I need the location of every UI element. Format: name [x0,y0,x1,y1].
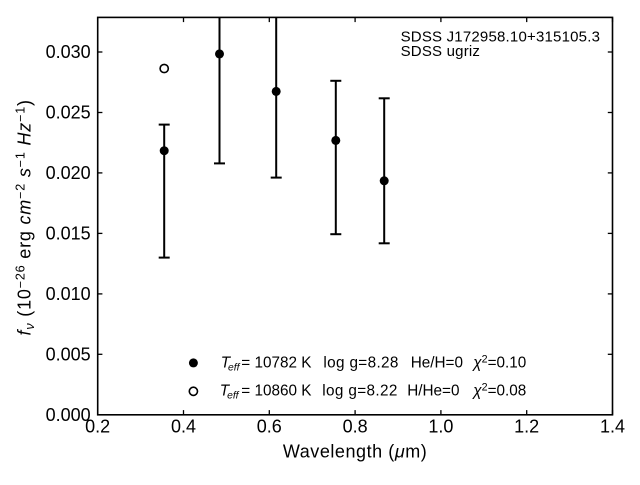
svg-text:T: T [221,354,232,371]
svg-text:= 10860 K: = 10860 K [241,383,312,400]
svg-text:He/H=0: He/H=0 [411,354,463,371]
svg-text:0.4: 0.4 [171,417,196,437]
svg-text:0.025: 0.025 [46,103,91,123]
svg-text:Wavelength (μm): Wavelength (μm) [283,442,428,462]
svg-text:0.2: 0.2 [85,417,110,437]
svg-text:log g=8.28: log g=8.28 [323,354,398,371]
svg-text:0.000: 0.000 [46,405,91,425]
svg-text:0.8: 0.8 [343,417,368,437]
svg-text:SDSS ugriz: SDSS ugriz [401,43,481,60]
svg-text:0.6: 0.6 [257,417,282,437]
svg-text:= 10782 K: = 10782 K [241,354,312,371]
svg-text:1.0: 1.0 [428,417,453,437]
svg-text:1.2: 1.2 [514,417,539,437]
svg-text:1.4: 1.4 [600,417,625,437]
svg-text:χ2=0.08: χ2=0.08 [471,382,526,400]
svg-text:0.020: 0.020 [46,163,91,183]
svg-text:log g=8.22: log g=8.22 [322,383,397,400]
svg-text:eff: eff [227,391,240,402]
svg-text:0.030: 0.030 [46,42,91,62]
svg-text:SDSS J172958.10+315105.3: SDSS J172958.10+315105.3 [401,28,601,45]
svg-text:0.010: 0.010 [46,284,91,304]
svg-text:eff: eff [228,362,241,373]
svg-text:0.005: 0.005 [46,344,91,364]
svg-text:χ2=0.10: χ2=0.10 [471,353,526,371]
svg-text:0.015: 0.015 [46,224,91,244]
svg-text:T: T [220,383,231,400]
svg-text:H/He=0: H/He=0 [407,383,459,400]
svg-text:fν (10−26 erg cm−2 s−1 Hz−1): fν (10−26 erg cm−2 s−1 Hz−1) [13,99,37,335]
